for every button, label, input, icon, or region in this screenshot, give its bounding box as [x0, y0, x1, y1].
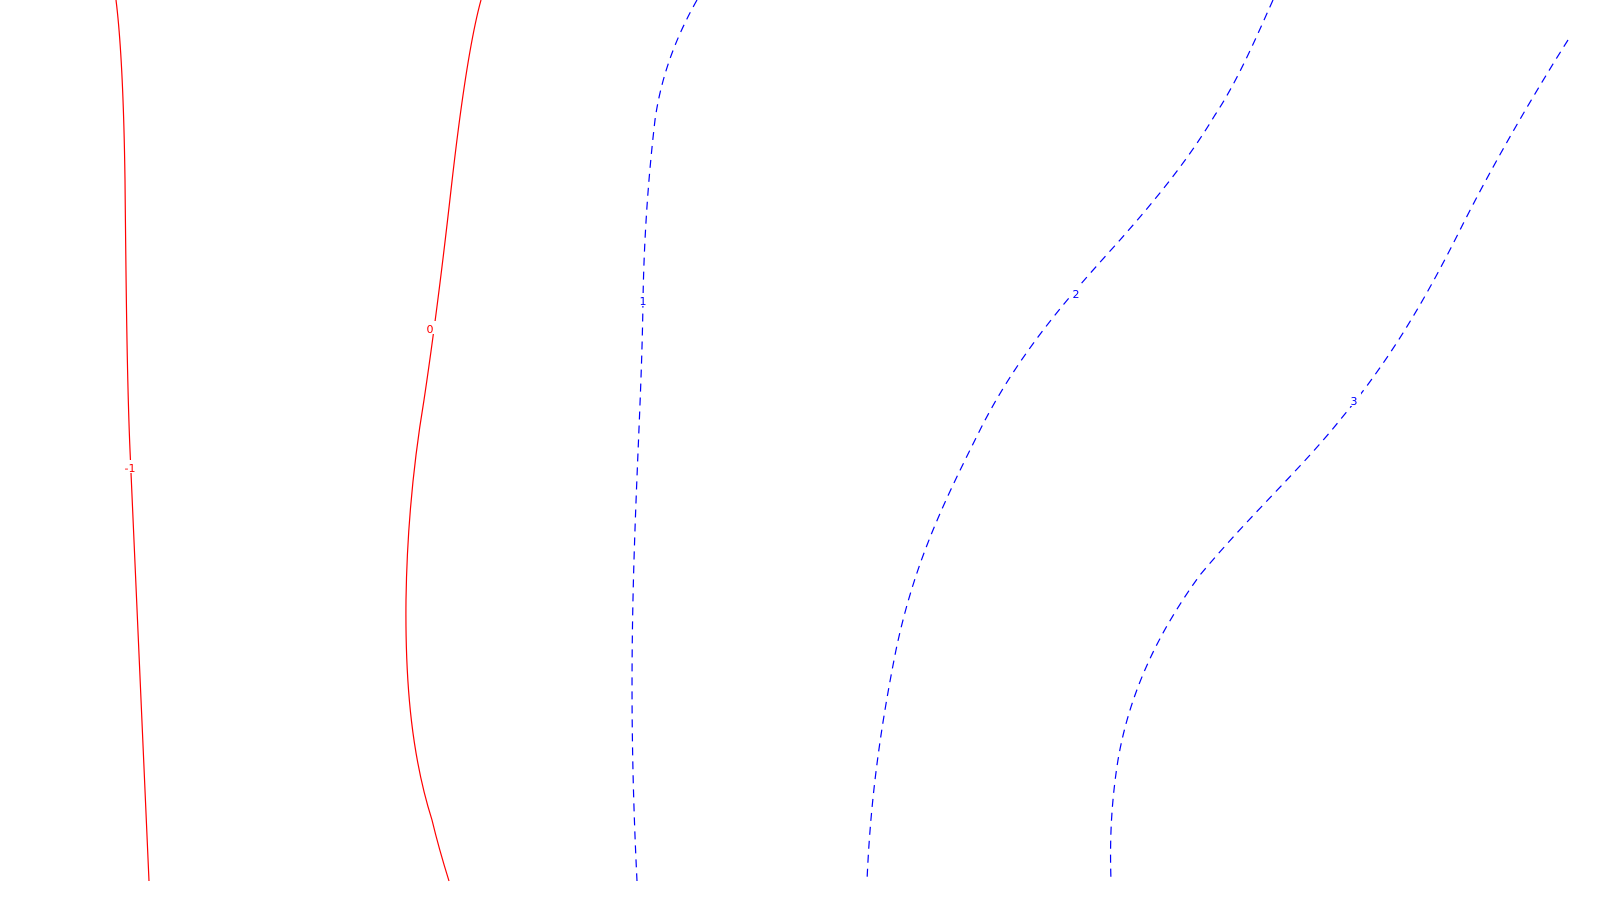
- contour-line-level-neg1: [115, 0, 150, 882]
- contour-label-level-neg1: -1: [125, 462, 136, 475]
- contour-label-level-3: 3: [1351, 395, 1358, 408]
- contour-line-level-2: [866, 0, 1274, 882]
- contour-label-background: [1347, 393, 1361, 406]
- contour-label-background: [636, 293, 650, 306]
- contour-label-background: [123, 460, 137, 473]
- contour-line-level-1: [631, 0, 698, 882]
- contour-labels-layer: -1 0 1 2 3: [123, 286, 1361, 475]
- contour-line-level-3: [1109, 39, 1569, 882]
- contour-label-level-0: 0: [427, 323, 434, 336]
- contour-label-level-1: 1: [640, 295, 647, 308]
- contour-lines-layer: [115, 0, 1569, 882]
- contour-label-level-2: 2: [1073, 288, 1080, 301]
- contour-label-background: [423, 321, 437, 334]
- contour-line-level-0: [405, 0, 482, 882]
- contour-label-background: [1069, 286, 1083, 299]
